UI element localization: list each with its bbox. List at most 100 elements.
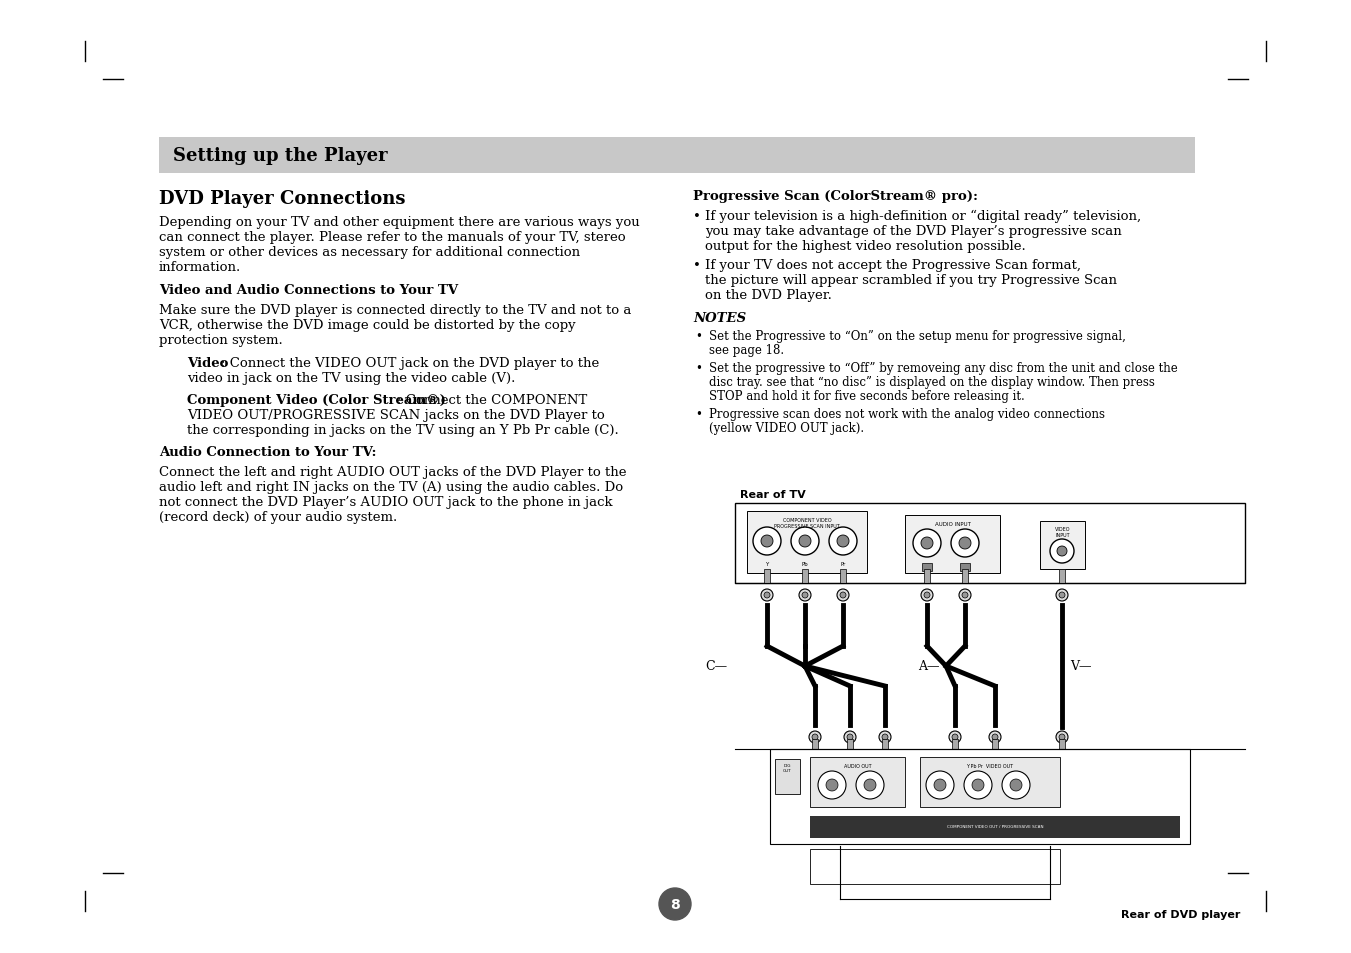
Bar <box>735 503 1246 583</box>
Text: Audio Connection to Your TV:: Audio Connection to Your TV: <box>159 446 377 458</box>
Text: Setting up the Player: Setting up the Player <box>173 147 388 165</box>
Bar <box>924 569 929 583</box>
Text: Set the progressive to “Off” by removeing any disc from the unit and close the: Set the progressive to “Off” by removein… <box>709 361 1178 375</box>
Circle shape <box>1002 771 1029 800</box>
Circle shape <box>924 593 929 598</box>
Circle shape <box>857 771 884 800</box>
Circle shape <box>798 536 811 547</box>
Text: •: • <box>694 408 703 420</box>
Circle shape <box>812 734 817 740</box>
Text: can connect the player. Please refer to the manuals of your TV, stereo: can connect the player. Please refer to … <box>159 231 626 244</box>
Text: the corresponding in jacks on the TV using an Y Pb Pr cable (C).: the corresponding in jacks on the TV usi… <box>186 423 619 436</box>
Circle shape <box>840 593 846 598</box>
Text: Pr: Pr <box>840 561 846 566</box>
Circle shape <box>959 537 971 550</box>
Circle shape <box>761 589 773 601</box>
Bar <box>812 740 817 753</box>
Bar <box>811 816 1179 838</box>
Bar <box>1059 569 1065 583</box>
Text: not connect the DVD Player’s AUDIO OUT jack to the phone in jack: not connect the DVD Player’s AUDIO OUT j… <box>159 496 612 509</box>
Text: Progressive Scan (ColorStream® pro):: Progressive Scan (ColorStream® pro): <box>693 190 978 203</box>
Circle shape <box>921 589 934 601</box>
Text: Pb: Pb <box>801 561 808 566</box>
Bar <box>992 740 998 753</box>
Circle shape <box>809 731 821 743</box>
Text: If your TV does not accept the Progressive Scan format,: If your TV does not accept the Progressi… <box>705 258 1081 272</box>
Circle shape <box>1056 546 1067 557</box>
Text: AUDIO INPUT: AUDIO INPUT <box>935 521 970 526</box>
Circle shape <box>761 536 773 547</box>
Circle shape <box>659 888 690 920</box>
Text: disc tray. see that “no disc” is displayed on the display window. Then press: disc tray. see that “no disc” is display… <box>709 375 1155 389</box>
Text: Progressive scan does not work with the analog video connections: Progressive scan does not work with the … <box>709 408 1105 420</box>
Circle shape <box>825 780 838 791</box>
Text: DVD Player Connections: DVD Player Connections <box>159 190 405 208</box>
Text: protection system.: protection system. <box>159 334 282 347</box>
Bar <box>802 569 808 583</box>
Circle shape <box>1056 589 1069 601</box>
Text: Depending on your TV and other equipment there are various ways you: Depending on your TV and other equipment… <box>159 215 640 229</box>
Text: see page 18.: see page 18. <box>709 344 784 356</box>
Text: Make sure the DVD player is connected directly to the TV and not to a: Make sure the DVD player is connected di… <box>159 304 631 316</box>
Text: •: • <box>694 330 703 343</box>
Text: Component Video (Color Stream®): Component Video (Color Stream®) <box>186 394 446 407</box>
Circle shape <box>802 593 808 598</box>
Text: on the DVD Player.: on the DVD Player. <box>705 289 832 302</box>
Bar <box>920 758 1061 807</box>
Bar <box>1059 740 1065 753</box>
Bar <box>921 563 932 572</box>
Circle shape <box>882 734 888 740</box>
Text: the picture will appear scrambled if you try Progressive Scan: the picture will appear scrambled if you… <box>705 274 1117 287</box>
Bar <box>882 740 888 753</box>
Bar <box>840 569 846 583</box>
Circle shape <box>838 589 848 601</box>
Circle shape <box>765 593 770 598</box>
Circle shape <box>971 780 984 791</box>
Circle shape <box>948 731 961 743</box>
Text: Rear of DVD player: Rear of DVD player <box>1120 909 1240 919</box>
Text: output for the highest video resolution possible.: output for the highest video resolution … <box>705 240 1025 253</box>
Circle shape <box>913 530 942 558</box>
Bar <box>961 563 970 572</box>
Text: Y: Y <box>766 561 769 566</box>
Circle shape <box>1056 731 1069 743</box>
Bar <box>905 516 1000 574</box>
Circle shape <box>753 527 781 556</box>
Text: A—: A— <box>917 659 939 673</box>
Text: information.: information. <box>159 261 242 274</box>
Text: •: • <box>694 361 703 375</box>
Circle shape <box>962 593 969 598</box>
Bar <box>775 760 800 794</box>
Text: Rear of TV: Rear of TV <box>740 490 805 499</box>
Circle shape <box>921 537 934 550</box>
Text: •: • <box>693 210 701 223</box>
Text: VIDEO
INPUT: VIDEO INPUT <box>1055 526 1070 537</box>
Text: VIDEO OUT/PROGRESSIVE SCAN jacks on the DVD Player to: VIDEO OUT/PROGRESSIVE SCAN jacks on the … <box>186 409 605 421</box>
Bar <box>747 512 867 574</box>
Text: audio left and right IN jacks on the TV (A) using the audio cables. Do: audio left and right IN jacks on the TV … <box>159 480 623 494</box>
Text: 8: 8 <box>670 897 680 911</box>
Circle shape <box>992 734 998 740</box>
Text: AUDIO OUT: AUDIO OUT <box>843 763 871 768</box>
Circle shape <box>830 527 857 556</box>
Text: DIG
OUT: DIG OUT <box>782 763 792 772</box>
Circle shape <box>817 771 846 800</box>
Text: you may take advantage of the DVD Player’s progressive scan: you may take advantage of the DVD Player… <box>705 225 1121 237</box>
Text: : Connect the VIDEO OUT jack on the DVD player to the: : Connect the VIDEO OUT jack on the DVD … <box>222 356 600 370</box>
Circle shape <box>838 536 848 547</box>
Circle shape <box>965 771 992 800</box>
Circle shape <box>1011 780 1021 791</box>
Text: (record deck) of your audio system.: (record deck) of your audio system. <box>159 511 397 523</box>
Text: V—: V— <box>1070 659 1092 673</box>
Text: STOP and hold it for five seconds before releasing it.: STOP and hold it for five seconds before… <box>709 390 1025 402</box>
Circle shape <box>952 734 958 740</box>
Circle shape <box>1059 593 1065 598</box>
Circle shape <box>865 780 875 791</box>
Text: VCR, otherwise the DVD image could be distorted by the copy: VCR, otherwise the DVD image could be di… <box>159 318 576 332</box>
Text: NOTES: NOTES <box>693 312 746 325</box>
Circle shape <box>989 731 1001 743</box>
Circle shape <box>959 589 971 601</box>
Circle shape <box>925 771 954 800</box>
Circle shape <box>1059 734 1065 740</box>
Bar <box>770 749 1190 844</box>
